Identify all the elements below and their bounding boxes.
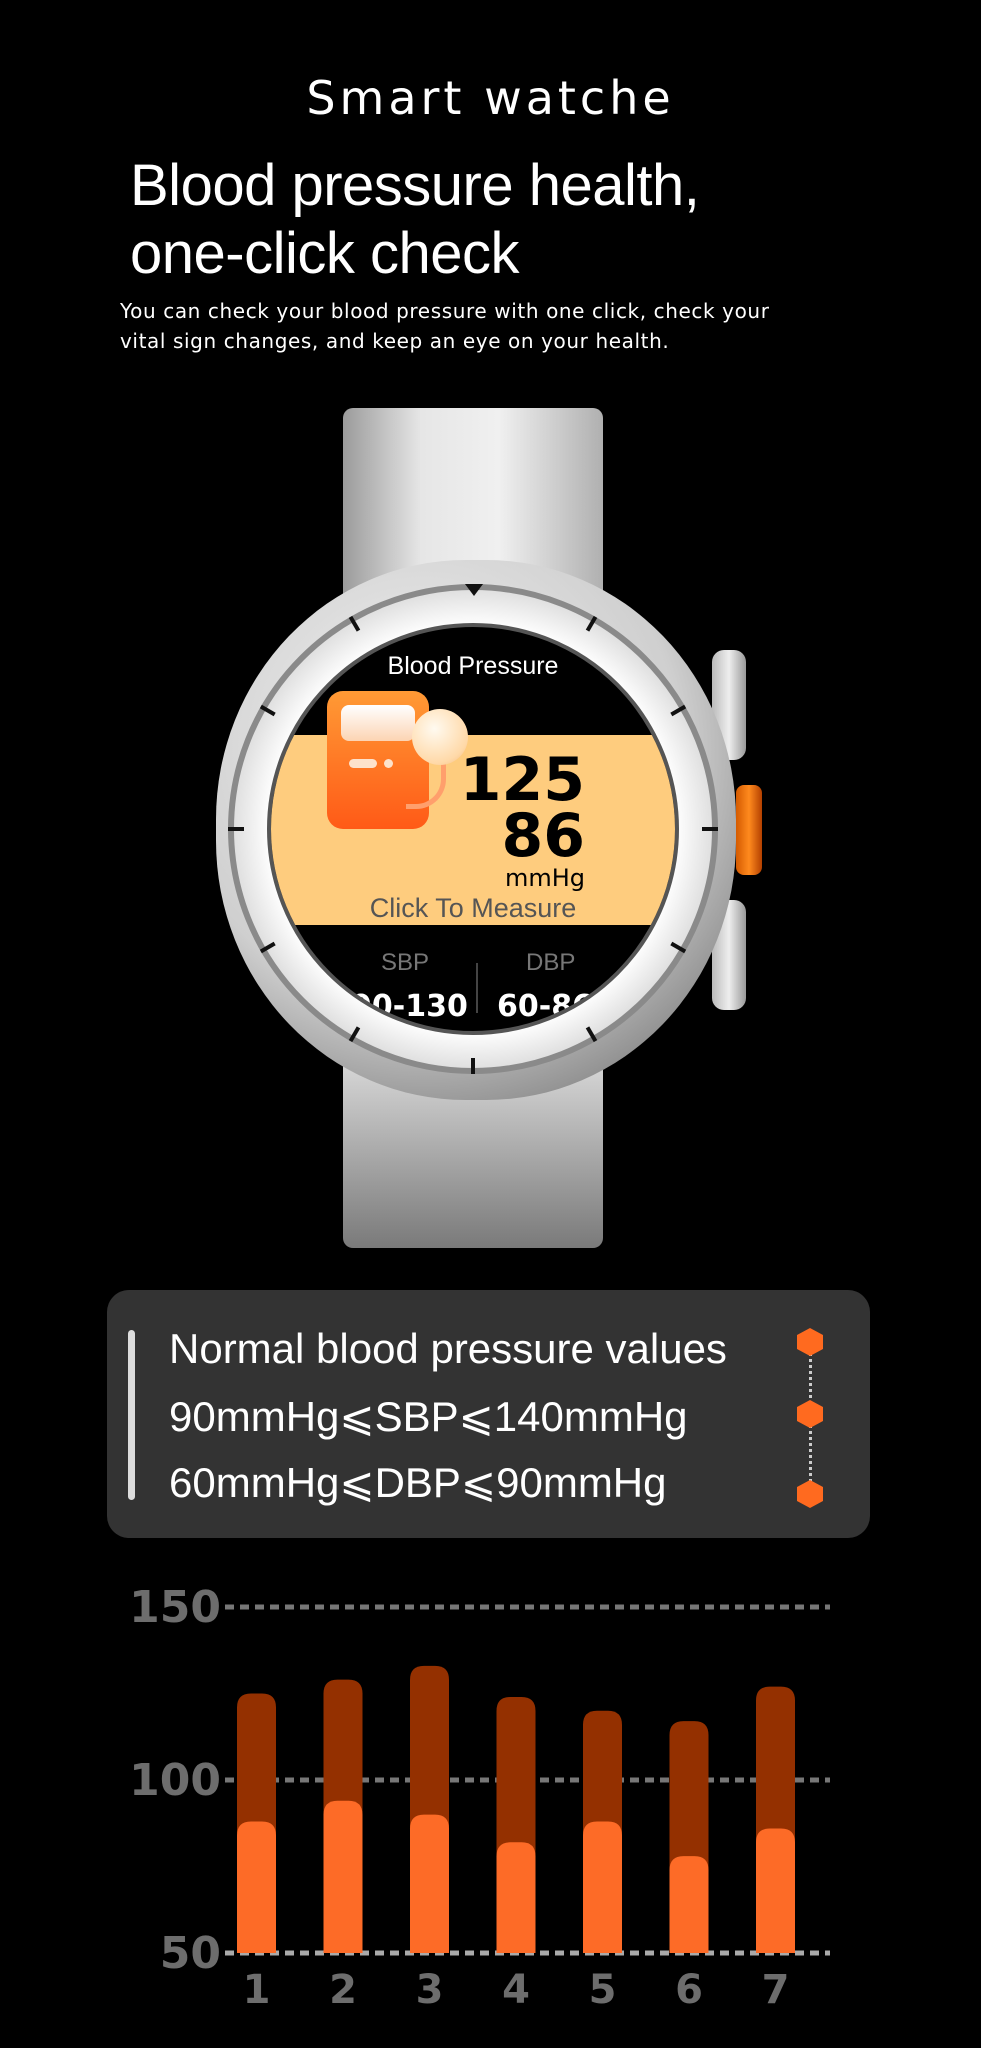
x-tick-label: 7 xyxy=(762,1967,790,2013)
normal-values-card: Normal blood pressure values 90mmHg⩽SBP⩽… xyxy=(107,1290,870,1538)
diastolic-bar xyxy=(410,1814,449,1953)
hexagon-icon xyxy=(797,1400,823,1428)
headline: Blood pressure health, one-click check xyxy=(130,152,700,288)
bezel-tick xyxy=(585,1026,598,1043)
sbp-rule: 90mmHg⩽SBP⩽140mmHg xyxy=(169,1393,688,1440)
watch-screen: Blood Pressure 125 86 mmHg Click To Meas… xyxy=(267,623,679,1035)
x-tick-label: 1 xyxy=(243,1967,271,2013)
double-chevron-down-icon[interactable] xyxy=(465,1031,485,1035)
bezel-tick xyxy=(259,941,276,954)
click-to-measure-button[interactable]: Click To Measure xyxy=(369,893,577,923)
headline-line: one-click check xyxy=(130,221,519,286)
bezel-tick xyxy=(465,584,483,596)
y-tick-label: 100 xyxy=(129,1755,221,1806)
bezel-tick xyxy=(670,704,687,717)
description-line: vital sign changes, and keep an eye on y… xyxy=(120,329,670,353)
systolic-value: 125 xyxy=(459,745,585,815)
pump-bulb-icon xyxy=(412,709,468,765)
x-tick-label: 2 xyxy=(329,1967,357,2013)
unit-label: mmHg xyxy=(504,864,585,892)
diastolic-value: 86 xyxy=(501,801,586,871)
bezel-tick xyxy=(471,1058,475,1074)
hexagon-icon xyxy=(797,1328,823,1356)
diastolic-bar xyxy=(756,1828,795,1953)
dbp-label: DBP xyxy=(526,949,576,976)
x-tick-label: 3 xyxy=(416,1967,444,2013)
diastolic-bar xyxy=(323,1800,363,1953)
bezel-tick xyxy=(228,827,244,831)
diastolic-bar xyxy=(669,1856,709,1953)
bezel-tick xyxy=(585,615,598,632)
bezel-tick xyxy=(259,704,276,717)
tube-icon xyxy=(406,761,446,809)
screen-title: Blood Pressure xyxy=(387,652,559,680)
dbp-rule: 60mmHg⩽DBP⩽90mmHg xyxy=(169,1459,667,1506)
diastolic-bar xyxy=(583,1821,622,1953)
watch-crown xyxy=(736,785,762,875)
sbp-label: SBP xyxy=(381,949,430,976)
diastolic-bar xyxy=(496,1842,536,1953)
hexagon-icon xyxy=(797,1480,823,1508)
description: You can check your blood pressure with o… xyxy=(120,296,880,356)
x-tick-label: 6 xyxy=(675,1967,703,2013)
description-line: You can check your blood pressure with o… xyxy=(120,299,770,323)
bezel-tick xyxy=(348,615,361,632)
sbp-range: 90-130 xyxy=(351,989,468,1024)
blood-pressure-bar-chart: 150 100 50 1 2 3 4 5 6 7 xyxy=(129,1582,830,2013)
bezel-tick xyxy=(348,1026,361,1043)
y-tick-label: 50 xyxy=(160,1928,221,1979)
x-tick-label: 5 xyxy=(589,1967,617,2013)
card-title: Normal blood pressure values xyxy=(169,1325,727,1372)
divider xyxy=(476,963,478,1013)
x-tick-label: 4 xyxy=(502,1967,530,2013)
y-tick-label: 150 xyxy=(129,1582,221,1633)
accent-bar xyxy=(128,1330,135,1500)
diastolic-bar xyxy=(237,1821,276,1953)
bezel-tick xyxy=(702,827,718,831)
headline-line: Blood pressure health, xyxy=(130,153,700,218)
bezel-tick xyxy=(670,941,687,954)
eyebrow-title: Smart watche xyxy=(306,71,675,125)
dbp-range: 60-86 xyxy=(497,989,593,1024)
